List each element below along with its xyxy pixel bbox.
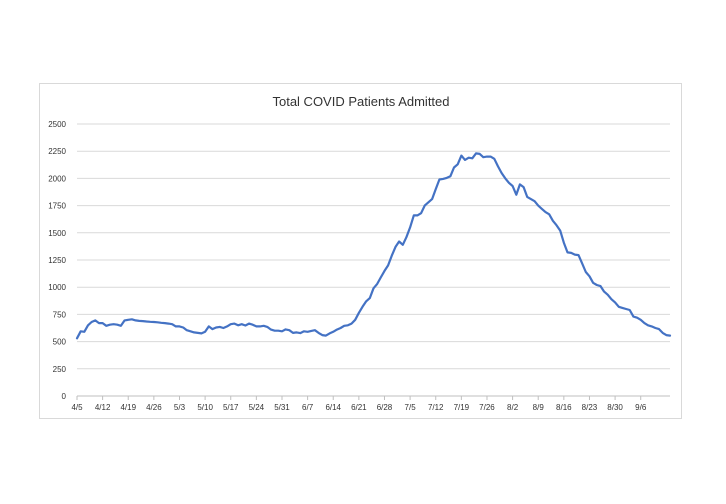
- x-tick-label: 8/23: [582, 403, 598, 412]
- x-tick-label: 6/7: [302, 403, 314, 412]
- y-tick-label: 2250: [48, 147, 66, 156]
- y-tick-label: 2500: [48, 120, 66, 129]
- series-layer: [75, 152, 672, 340]
- x-tick-label: 6/28: [377, 403, 393, 412]
- series-line-0: [75, 152, 672, 340]
- x-tick-label: 8/16: [556, 403, 572, 412]
- x-tick-label: 5/17: [223, 403, 239, 412]
- x-tick-label: 4/19: [120, 403, 136, 412]
- chart-title: Total COVID Patients Admitted: [272, 94, 449, 109]
- y-tick-label: 1250: [48, 256, 66, 265]
- x-tick-label: 5/10: [197, 403, 213, 412]
- y-tick-label: 750: [53, 310, 67, 319]
- line-chart: Total COVID Patients Admitted 0 250 500 750…: [48, 94, 672, 412]
- x-axis-ticks: 4/5 4/12 4/19 4/26 5/3 5/10 5/17 5/24 5/31 6/7 6/1…: [71, 396, 647, 412]
- chart-frame: Total COVID Patients Admitted 0 250 500 750…: [39, 83, 682, 419]
- y-tick-label: 1750: [48, 202, 66, 211]
- x-tick-label: 5/24: [249, 403, 265, 412]
- y-tick-label: 0: [62, 392, 67, 401]
- x-tick-label: 9/6: [635, 403, 647, 412]
- x-tick-label: 7/5: [405, 403, 417, 412]
- x-tick-label: 7/19: [454, 403, 470, 412]
- x-tick-label: 5/31: [274, 403, 290, 412]
- x-tick-label: 6/21: [351, 403, 367, 412]
- x-tick-label: 8/30: [607, 403, 623, 412]
- x-tick-label: 5/3: [174, 403, 186, 412]
- x-tick-label: 4/5: [71, 403, 83, 412]
- y-tick-label: 250: [53, 365, 67, 374]
- y-tick-label: 1000: [48, 283, 66, 292]
- y-tick-label: 1500: [48, 229, 66, 238]
- x-tick-label: 8/9: [533, 403, 545, 412]
- y-axis-ticks: 0 250 500 750 1000 1250 1500 1750 2000 2250 2500: [48, 120, 66, 401]
- x-tick-label: 7/26: [479, 403, 495, 412]
- x-tick-label: 8/2: [507, 403, 519, 412]
- x-tick-label: 4/12: [95, 403, 111, 412]
- y-tick-label: 2000: [48, 174, 66, 183]
- x-tick-label: 4/26: [146, 403, 162, 412]
- x-tick-label: 6/14: [325, 403, 341, 412]
- y-tick-label: 500: [53, 338, 67, 347]
- x-tick-label: 7/12: [428, 403, 444, 412]
